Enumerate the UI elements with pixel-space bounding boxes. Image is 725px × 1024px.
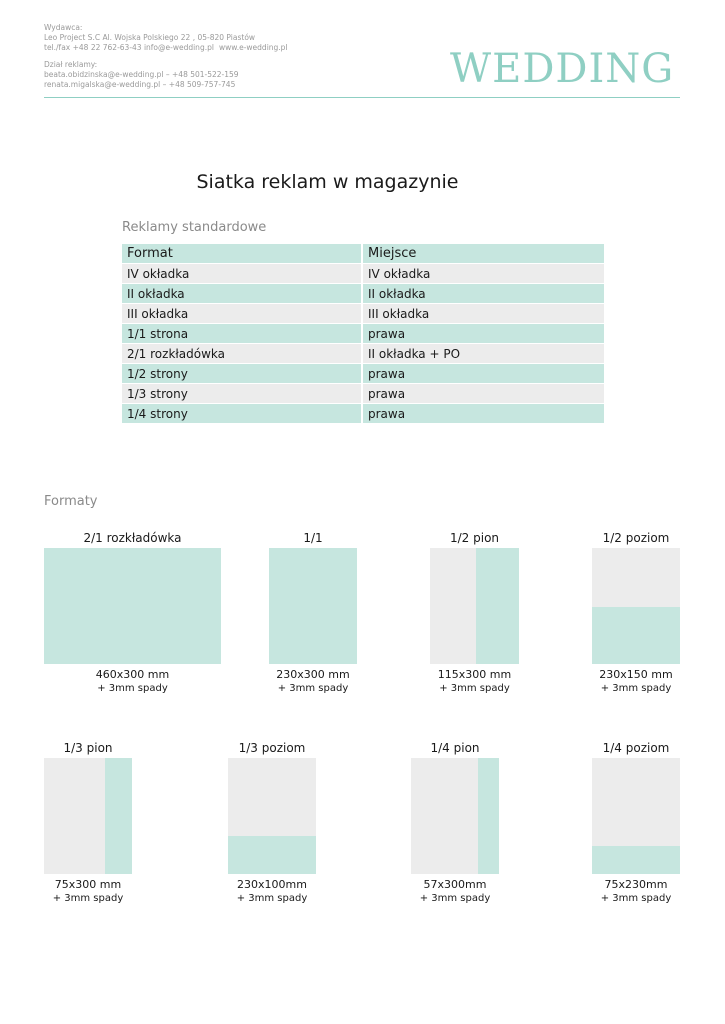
format-area xyxy=(228,835,316,874)
table-cell: 1/2 strony xyxy=(122,364,361,383)
format-bleed: + 3mm spady xyxy=(600,683,672,694)
format-bleed: + 3mm spady xyxy=(439,683,510,694)
format-size: 230x100mm xyxy=(237,878,307,891)
format-size: 230x150 mm xyxy=(599,668,673,681)
format-size: 75x230mm xyxy=(604,878,668,891)
table-cell: prawa xyxy=(363,404,604,423)
table-cell: prawa xyxy=(363,324,604,343)
format-area xyxy=(104,758,132,874)
format-size: 57x300mm xyxy=(423,878,487,891)
format-bleed: + 3mm spady xyxy=(97,683,168,694)
format-area xyxy=(44,548,221,664)
format-label: 1/1 xyxy=(303,531,323,545)
section-title: Reklamy standardowe xyxy=(122,220,267,235)
title: Siatka reklam w magazynie xyxy=(196,171,459,193)
ads-label: Dział reklamy: xyxy=(44,60,98,69)
logo: WEDDING xyxy=(450,46,675,92)
format-label: 1/3 poziom xyxy=(238,741,306,755)
format-bleed: + 3mm spady xyxy=(600,893,672,904)
format-bleed: + 3mm spady xyxy=(52,893,124,904)
ads-contact: renata.migalska@e-wedding.pl – +48 509-7… xyxy=(44,80,236,89)
format-area xyxy=(477,758,499,874)
header-rule xyxy=(44,97,680,98)
format-label: 1/4 poziom xyxy=(602,741,670,755)
table-cell: II okładka xyxy=(363,284,604,303)
format-bleed: + 3mm spady xyxy=(277,683,349,694)
ads-contact: beata.obidzinska@e-wedding.pl – +48 501-… xyxy=(44,70,239,79)
table-header-cell: Format xyxy=(122,244,361,263)
format-size: 75x300 mm xyxy=(54,878,122,891)
table-cell: prawa xyxy=(363,364,604,383)
format-area xyxy=(592,607,680,664)
table-cell: III okładka xyxy=(363,304,604,323)
format-size: 460x300 mm xyxy=(95,668,170,681)
format-bleed: + 3mm spady xyxy=(419,893,491,904)
publisher-label: Wydawca: xyxy=(44,23,83,32)
table-cell: prawa xyxy=(363,384,604,403)
table-cell: 1/4 strony xyxy=(122,404,361,423)
table-cell: II okładka xyxy=(122,284,361,303)
section-title: Formaty xyxy=(44,494,98,509)
format-label: 1/3 pion xyxy=(63,741,113,755)
table-cell: 1/1 strona xyxy=(122,324,361,343)
publisher-web: www.e-wedding.pl xyxy=(219,43,288,52)
table-cell: III okładka xyxy=(122,304,361,323)
table-cell: 2/1 rozkładówka xyxy=(122,344,361,363)
format-size: 115x300 mm xyxy=(437,668,512,681)
table-header-cell: Miejsce xyxy=(363,244,604,263)
publisher-phone: tel./fax +48 22 762-63-43 info@e-wedding… xyxy=(44,43,214,52)
publisher-address: Leo Project S.C Al. Wojska Polskiego 22 … xyxy=(44,33,256,42)
format-label: 2/1 rozkładówka xyxy=(83,531,182,545)
table-cell: IV okładka xyxy=(122,264,361,283)
table-cell: IV okładka xyxy=(363,264,604,283)
format-area xyxy=(269,548,357,664)
format-label: 1/2 pion xyxy=(449,531,500,545)
format-area xyxy=(476,548,519,664)
format-bleed: + 3mm spady xyxy=(236,893,308,904)
table-cell: 1/3 strony xyxy=(122,384,361,403)
format-label: 1/4 pion xyxy=(430,741,480,755)
table-cell: II okładka + PO xyxy=(363,344,604,363)
format-size: 230x300 mm xyxy=(276,668,350,681)
format-area xyxy=(592,846,680,874)
format-label: 1/2 poziom xyxy=(602,531,670,545)
